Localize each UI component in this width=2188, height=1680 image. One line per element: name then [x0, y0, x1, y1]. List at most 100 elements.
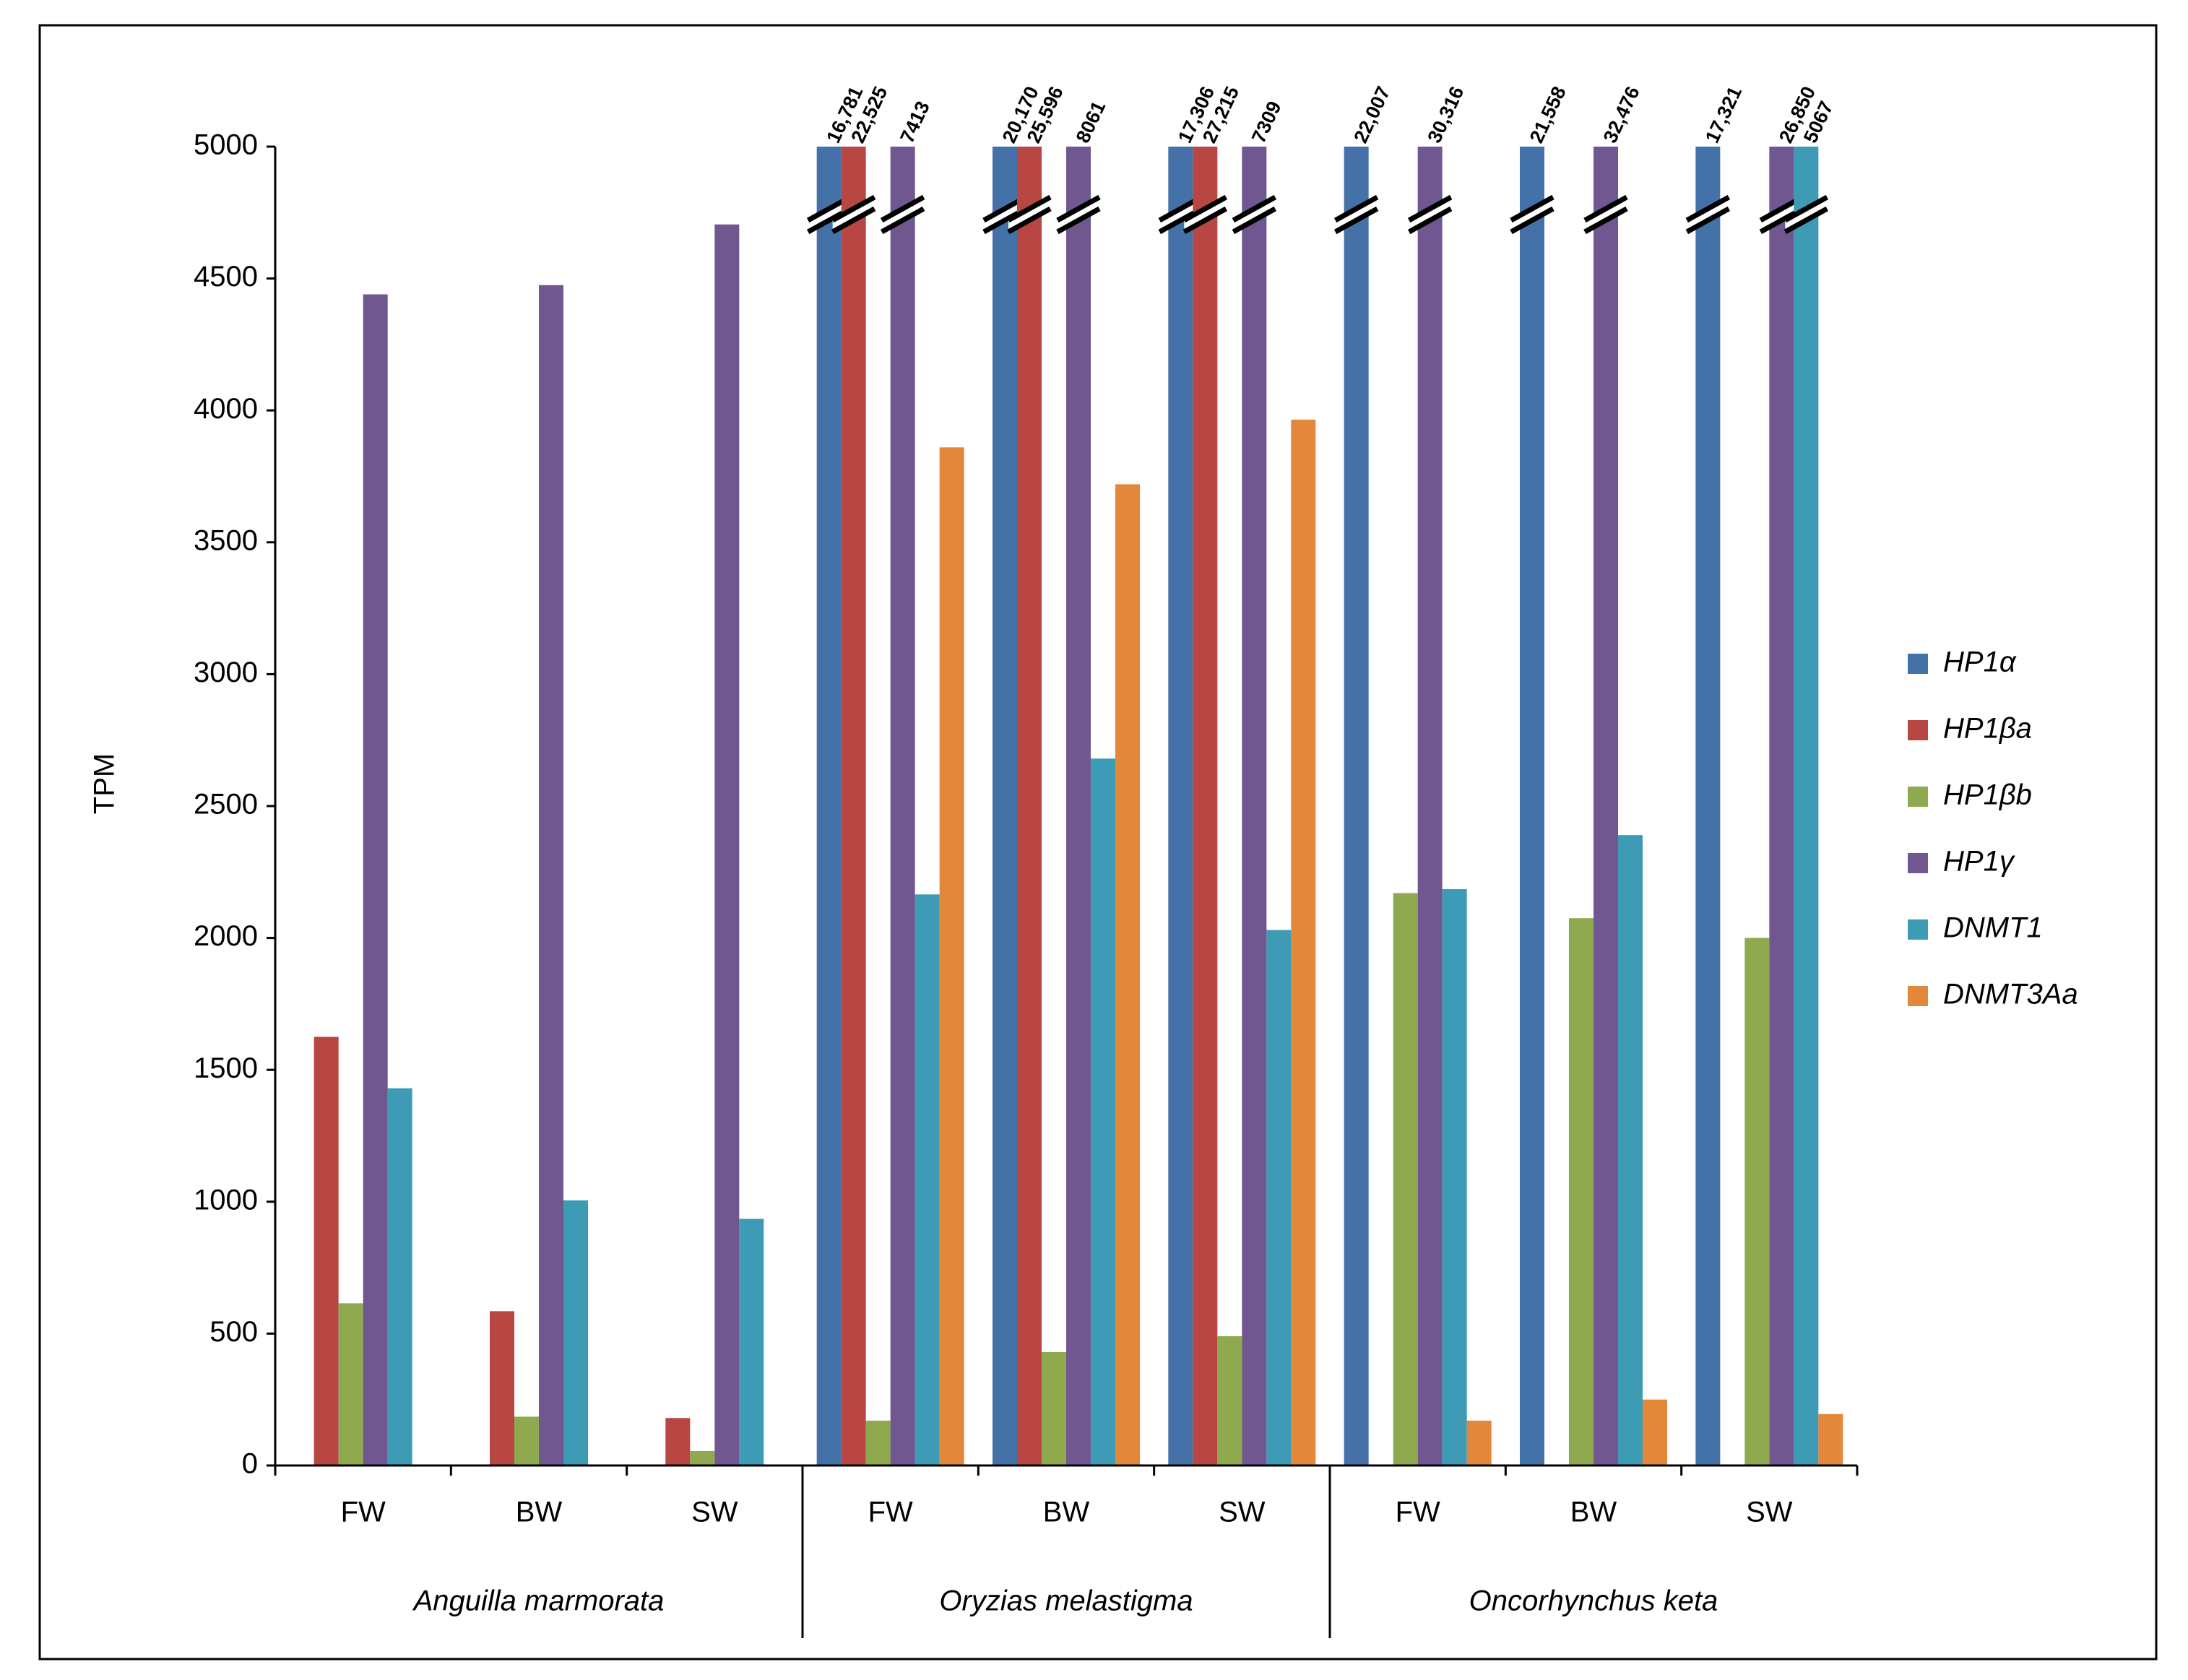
x-tick-label: BW — [516, 1497, 563, 1528]
group-label: Oryzias melastigma — [939, 1585, 1193, 1617]
axis-break — [1511, 197, 1553, 232]
bar — [714, 224, 740, 1465]
bar — [1042, 1351, 1066, 1465]
y-tick-label: 500 — [209, 1316, 258, 1348]
bar — [1818, 1413, 1843, 1465]
legend-label: HP1βb — [1943, 779, 2032, 811]
bar — [1569, 918, 1594, 1465]
y-tick-label: 1000 — [194, 1184, 258, 1216]
legend-swatch — [1908, 986, 1928, 1006]
legend-swatch — [1908, 720, 1928, 740]
x-tick-label: BW — [1043, 1497, 1090, 1528]
axis-break — [1233, 197, 1276, 232]
axis-break — [1333, 194, 1379, 223]
bar — [1344, 147, 1369, 1465]
y-tick-label: 3500 — [194, 524, 258, 556]
bar — [1466, 1420, 1492, 1465]
axis-break — [832, 197, 875, 232]
bar — [1115, 484, 1140, 1465]
bar — [1217, 1336, 1242, 1465]
axis-break — [1409, 197, 1451, 232]
axis-break — [1760, 197, 1803, 232]
bar — [314, 1036, 339, 1465]
y-tick-label: 5000 — [194, 129, 258, 161]
bar — [690, 1450, 715, 1465]
bar — [490, 1311, 514, 1465]
axis-break — [1585, 197, 1627, 232]
bar — [841, 147, 866, 1465]
axis-break — [1159, 197, 1202, 232]
value-label: 32,476 — [1599, 83, 1644, 147]
bar — [1266, 930, 1292, 1465]
bar — [1794, 147, 1819, 1465]
bar — [914, 894, 940, 1465]
y-tick-label: 4000 — [194, 393, 258, 425]
axis-break — [1510, 194, 1554, 223]
legend-label: DNMT1 — [1943, 912, 2043, 944]
legend-swatch — [1908, 919, 1928, 940]
bar — [1594, 147, 1618, 1465]
axis-break — [1056, 194, 1101, 223]
bar — [514, 1416, 539, 1465]
bar — [563, 1200, 588, 1465]
bar — [1744, 938, 1770, 1465]
bar — [363, 294, 388, 1466]
axis-break — [1510, 206, 1554, 235]
axis-break — [1232, 206, 1277, 235]
y-tick-label: 4500 — [194, 261, 258, 293]
axis-break — [1687, 197, 1729, 232]
axis-break — [1007, 206, 1052, 235]
axis-break — [1008, 197, 1050, 232]
bar — [993, 147, 1017, 1465]
axis-break — [1184, 197, 1227, 232]
axis-break — [1232, 194, 1277, 223]
bar — [1520, 147, 1544, 1465]
legend-label: HP1γ — [1943, 846, 2015, 878]
value-label: 7413 — [896, 98, 934, 146]
value-label: 22,007 — [1349, 83, 1394, 147]
bar — [1091, 758, 1115, 1465]
value-label: 7309 — [1247, 98, 1286, 146]
bar — [1242, 147, 1267, 1465]
axis-break — [880, 206, 925, 235]
bar — [865, 1420, 891, 1465]
x-tick-label: BW — [1570, 1497, 1617, 1528]
x-tick-label: SW — [1746, 1497, 1793, 1528]
bar — [1695, 147, 1721, 1465]
axis-break — [1783, 206, 1829, 235]
bar — [739, 1218, 764, 1465]
bar — [338, 1303, 363, 1465]
bar — [387, 1088, 412, 1465]
group-label: Anguilla marmorata — [412, 1585, 665, 1617]
bar — [939, 447, 964, 1465]
axis-break — [1785, 197, 1828, 232]
legend-swatch — [1908, 787, 1928, 807]
value-label: 17,321 — [1701, 83, 1746, 147]
bar — [1417, 147, 1443, 1465]
axis-break — [831, 206, 876, 235]
legend-swatch — [1908, 853, 1928, 873]
value-label: 8061 — [1072, 98, 1110, 146]
axis-break — [881, 197, 924, 232]
bar — [816, 147, 842, 1465]
axis-break — [1407, 206, 1453, 235]
y-tick-label: 3000 — [194, 657, 258, 688]
axis-break — [1058, 197, 1099, 232]
legend: HP1α HP1βa HP1βb HP1γ DNMT1 DNMT3Aa — [1908, 646, 2078, 1010]
bar — [1393, 893, 1418, 1465]
x-tick-label: FW — [341, 1497, 386, 1528]
bar — [539, 285, 563, 1466]
bar — [665, 1418, 691, 1465]
bar — [1291, 419, 1316, 1466]
axis-break — [1583, 194, 1628, 223]
axis-break — [984, 197, 1026, 232]
legend-label: HP1α — [1943, 646, 2017, 678]
bar — [1618, 835, 1643, 1465]
group-label: Oncorhynchus keta — [1469, 1585, 1718, 1617]
axis-break — [1407, 194, 1453, 223]
axis-break — [831, 194, 876, 223]
legend-swatch — [1908, 654, 1928, 674]
axis-break — [880, 194, 925, 223]
